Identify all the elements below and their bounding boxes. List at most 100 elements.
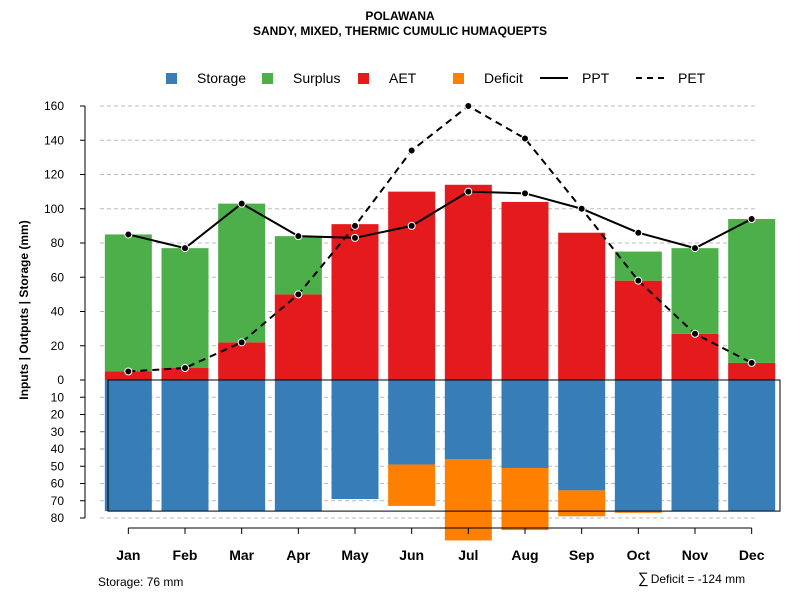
pet-line (128, 104, 753, 373)
bar-aet-oct (614, 280, 662, 380)
y-tick-label-lower: 10 (51, 390, 65, 404)
bar-surplus-oct (614, 251, 662, 281)
bar-surplus-nov (671, 248, 719, 334)
bar-deficit-jul (444, 459, 492, 541)
pet-series (124, 102, 756, 376)
ppt-point-jan (124, 230, 133, 239)
bar-storage-apr (274, 380, 322, 512)
bar-surplus-jan (104, 234, 152, 372)
bar-aet-feb (161, 368, 209, 380)
storage-swatch (166, 72, 177, 84)
bar-storage-aug (501, 380, 549, 468)
y-tick-label-upper: 60 (51, 270, 65, 284)
ppt-point-mar (237, 199, 246, 208)
bar-aet-may (331, 224, 379, 380)
chart-title: POLAWANA (365, 9, 435, 23)
bar-storage-oct (614, 380, 662, 512)
x-axis: Jan Feb Mar Apr May Jun Jul Aug Sep Oct Nov Dec (116, 527, 765, 563)
legend-label-surplus: Surplus (293, 70, 341, 86)
pet-point-jan (124, 367, 133, 376)
legend-label-pet: PET (678, 70, 706, 86)
deficit-footer-label: Deficit = -124 mm (650, 571, 746, 586)
y-tick-label-upper: 20 (51, 339, 65, 353)
pet-point-feb (181, 364, 189, 373)
bar-surplus-dec (728, 219, 776, 363)
pet-point-jun (407, 146, 416, 155)
x-tick-label-jun: Jun (399, 547, 424, 563)
x-tick-label-apr: Apr (286, 547, 311, 563)
y-axis-label: Inputs | Outputs | Storage (mm) (17, 220, 31, 399)
legend-label-ppt: PPT (582, 70, 610, 86)
y-tick-label-upper: 40 (51, 305, 65, 319)
pet-point-aug (521, 134, 529, 143)
y-tick-label-upper: 100 (44, 202, 64, 216)
bar-storage-jul (444, 380, 492, 460)
y-tick-label-upper: 0 (57, 373, 64, 387)
y-tick-label-upper: 80 (51, 236, 65, 250)
y-axis: 0 20 40 60 80 100 120 140 160 10 20 30 40 50 60 70 80 Inp… (17, 99, 86, 525)
x-tick-label-aug: Aug (511, 547, 538, 563)
aet-swatch (358, 72, 369, 84)
x-tick-label-jan: Jan (116, 547, 140, 563)
bar-aet-aug (501, 201, 549, 380)
bar-storage-dec (728, 380, 776, 512)
bar-deficit-sep (558, 490, 606, 517)
deficit-swatch (453, 72, 464, 84)
bar-storage-mar (218, 380, 266, 512)
bar-storage-feb (161, 380, 209, 512)
storage-footer: Storage: 76 mm (98, 575, 184, 589)
ppt-point-dec (747, 215, 756, 224)
pet-point-nov (691, 329, 699, 338)
bar-deficit-jun (388, 464, 436, 506)
legend-label-storage: Storage (197, 70, 247, 86)
ppt-line (128, 190, 753, 250)
legend-item-deficit: Deficit (453, 70, 523, 86)
y-tick-label-lower: 80 (51, 511, 65, 525)
y-tick-label-upper: 140 (44, 133, 64, 147)
y-tick-label-upper: 120 (44, 168, 64, 182)
y-tick-label-upper: 160 (44, 99, 64, 113)
pet-point-jul (464, 102, 473, 110)
bar-surplus-mar (218, 203, 266, 343)
ppt-point-nov (691, 244, 699, 253)
x-tick-label-feb: Feb (173, 547, 198, 563)
pet-point-oct (634, 276, 643, 285)
bar-surplus-feb (161, 248, 209, 369)
bar-storage-nov (671, 380, 719, 512)
ppt-line-swatch (540, 77, 568, 79)
legend-item-storage: Storage (166, 70, 246, 86)
bar-storage-may (331, 380, 379, 500)
x-tick-label-may: May (341, 547, 368, 563)
legend-item-ppt: PPT (540, 70, 609, 86)
x-tick-label-oct: Oct (627, 547, 651, 563)
y-tick-label-lower: 30 (51, 425, 65, 439)
ppt-point-oct (634, 228, 643, 237)
storage-capacity-box (107, 379, 781, 512)
bar-aet-jan (104, 371, 152, 380)
x-tick-label-sep: Sep (569, 547, 595, 563)
pet-point-dec (747, 358, 756, 367)
ppt-point-feb (181, 244, 189, 253)
x-tick-label-mar: Mar (229, 547, 254, 563)
bar-storage-jan (104, 380, 152, 512)
sum-icon: ∑ (638, 570, 649, 587)
bar-deficit-oct (614, 511, 662, 513)
legend-label-aet: AET (389, 70, 417, 86)
legend-item-aet: AET (358, 70, 416, 86)
ppt-point-jul (464, 187, 473, 196)
bar-aet-jul (444, 184, 492, 380)
chart-subtitle: SANDY, MIXED, THERMIC CUMULIC HUMAQUEPTS (252, 24, 547, 38)
bar-deficit-aug (501, 467, 549, 531)
ppt-point-apr (294, 232, 303, 241)
legend-label-deficit: Deficit (484, 70, 523, 86)
bar-storage-jun (388, 380, 436, 465)
pet-point-apr (294, 290, 303, 299)
pet-point-sep (577, 204, 586, 213)
legend-item-pet: PET (636, 70, 705, 86)
bar-storage-sep (558, 380, 606, 491)
bar-aet-jun (388, 191, 436, 380)
bar-aet-mar (218, 342, 266, 380)
ppt-point-aug (521, 189, 529, 198)
bar-aet-dec (728, 362, 776, 380)
